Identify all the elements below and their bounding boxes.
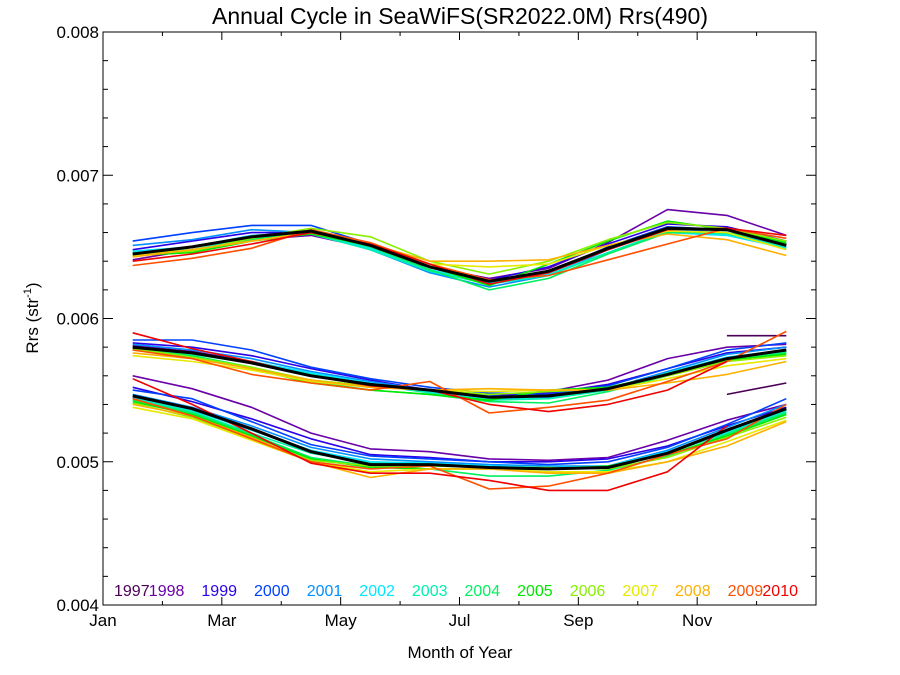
legend-entry-1999: 1999 — [201, 583, 237, 600]
series-line-2009-top — [132, 227, 787, 281]
series-line-mean-bot — [132, 394, 787, 471]
x-tick-label: Jul — [449, 611, 471, 630]
x-tick-label: Sep — [563, 611, 593, 630]
plot-frame — [102, 31, 817, 606]
legend-entry-1998: 1998 — [149, 583, 185, 600]
series-line-1998-bot — [132, 375, 787, 462]
series-line-2010-bot — [132, 377, 728, 492]
y-axis-label-superscript: -1 — [22, 288, 34, 298]
y-tick-label: 0.005 — [56, 453, 99, 472]
x-axis-label: Month of Year — [408, 643, 513, 662]
legend-entry-2010: 2010 — [762, 583, 798, 600]
series-line-2006-top — [132, 221, 787, 275]
y-tick-label: 0.006 — [56, 310, 99, 329]
y-axis-ticks: 0.004 0.005 0.006 0.007 0.008 — [56, 23, 816, 615]
series-line-2000-bot — [132, 389, 787, 466]
legend-entry-2006: 2006 — [570, 583, 606, 600]
legend-entry-2008: 2008 — [675, 583, 711, 600]
series-line-2007-mid — [132, 354, 787, 393]
series-line-2008-bot — [132, 403, 787, 479]
legend-entry-2004: 2004 — [465, 583, 501, 600]
y-tick-label: 0.007 — [56, 166, 99, 185]
y-axis-label-base: Rrs (str — [23, 298, 42, 354]
legend: 1997 1998 1999 2000 2001 2002 2003 2004 2005 2006… — [114, 583, 798, 600]
legend-entry-2000: 2000 — [254, 583, 290, 600]
legend-entry-2002: 2002 — [359, 583, 395, 600]
y-tick-label: 0.004 — [56, 596, 99, 615]
series-line-mean-mid — [132, 345, 787, 399]
x-tick-label: Nov — [682, 611, 713, 630]
series-line-2004-top — [132, 231, 787, 291]
series-line-2005-bot — [132, 400, 787, 470]
plot-lines — [132, 208, 787, 492]
y-axis-label-close: ) — [23, 282, 42, 288]
series-line-1997-bot — [726, 382, 787, 396]
series-line-2008-mid — [132, 352, 787, 391]
series-line-2008-top — [132, 231, 787, 263]
x-tick-label: May — [325, 611, 358, 630]
chart-title: Annual Cycle in SeaWiFS(SR2022.0M) Rrs(4… — [212, 3, 708, 29]
series-line-mean-top — [132, 226, 787, 283]
legend-entry-2009: 2009 — [728, 583, 764, 600]
series-line-2001-bot — [132, 393, 787, 467]
legend-entry-2001: 2001 — [307, 583, 343, 600]
x-axis-ticks: Jan Mar May Jul Sep Nov — [89, 32, 758, 630]
x-tick-label: Jan — [89, 611, 116, 630]
legend-entry-2005: 2005 — [517, 583, 553, 600]
y-tick-label: 0.008 — [56, 23, 99, 42]
y-axis-label: Rrs (str-1) — [22, 282, 42, 353]
legend-entry-2007: 2007 — [622, 583, 658, 600]
x-tick-label: Mar — [207, 611, 237, 630]
legend-entry-2003: 2003 — [412, 583, 448, 600]
legend-entry-1997: 1997 — [114, 583, 150, 600]
